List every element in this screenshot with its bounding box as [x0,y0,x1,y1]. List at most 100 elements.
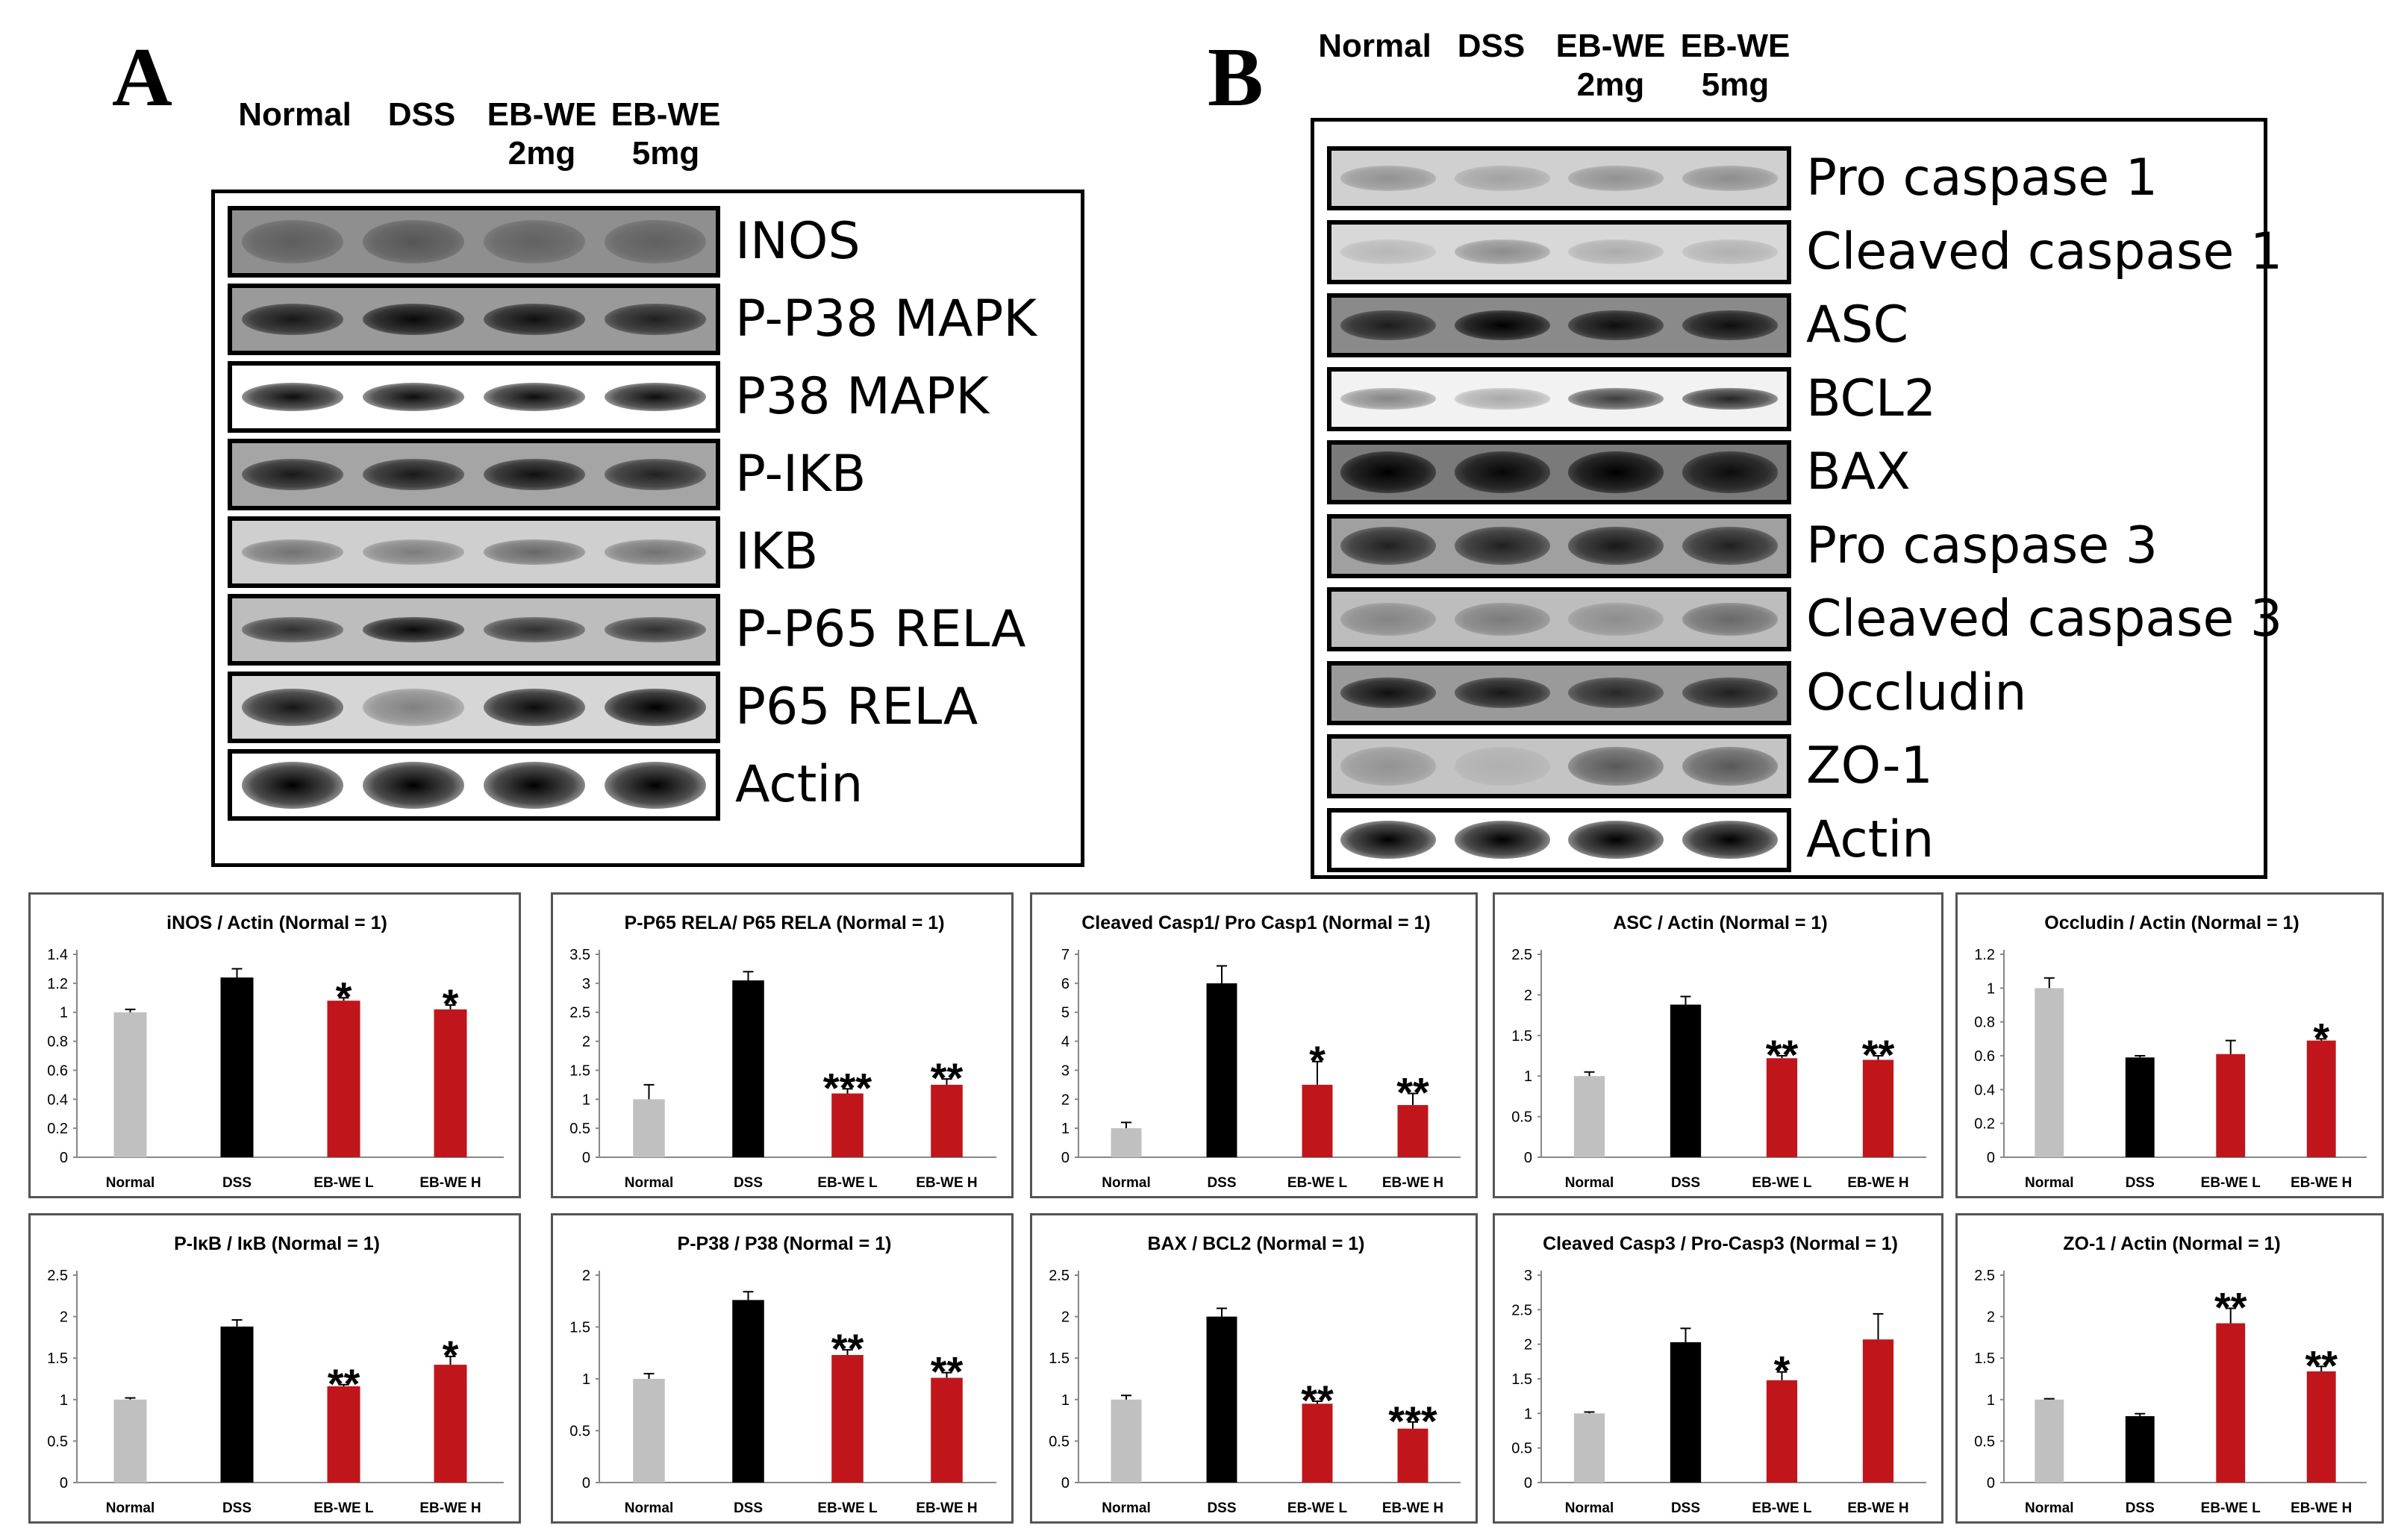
protein-band [241,688,344,727]
significance-marker: ** [2305,1342,2338,1389]
protein-band [483,688,586,727]
lane-label: Normal [1293,27,1457,66]
y-tick-label: 0.2 [1974,1116,1995,1133]
bar-chart-svg: P-P65 RELA/ P65 RELA (Normal = 1) 0 0.5 1 1.… [569,913,996,1191]
bar [1111,1399,1142,1483]
bar [1302,1084,1333,1157]
x-category-label: EB-WE L [313,1500,374,1516]
y-tick-label: 0.6 [1974,1048,1995,1065]
bar [2035,988,2064,1157]
y-tick-label: 1 [1524,1406,1532,1422]
bar [2306,1371,2336,1483]
protein-band [1454,820,1550,860]
protein-label: BAX [1806,442,1911,501]
blot-strip [1327,807,1791,872]
y-tick-label: 1 [1061,1121,1070,1137]
protein-band [483,761,586,809]
blot-strip [228,749,720,821]
y-tick-label: 0 [1987,1150,1995,1166]
y-tick-label: 0.4 [47,1092,68,1108]
x-category-label: EB-WE H [916,1500,977,1516]
lane-label-line1: DSS [387,96,456,133]
x-category-label: EB-WE L [1752,1175,1812,1191]
x-category-label: Normal [1565,1175,1614,1191]
bar [1573,1413,1605,1483]
protein-band [1340,820,1437,860]
x-category-label: DSS [1207,1500,1236,1516]
protein-band [241,761,344,809]
x-category-label: Normal [1102,1175,1150,1191]
panel-b-letter: B [1208,31,1264,124]
protein-band [362,459,465,490]
chart-title: P-P65 RELA/ P65 RELA (Normal = 1) [624,913,944,933]
protein-band [604,761,707,809]
blot-strip [1327,513,1791,578]
blot-strip [228,516,720,588]
significance-marker: *** [823,1064,872,1111]
bar-chart: Occludin / Actin (Normal = 1) 0 0.2 0.4 0.6 0… [1955,892,2384,1198]
x-category-label: DSS [1671,1175,1700,1191]
blot-strip [1327,587,1791,651]
bar [1573,1076,1605,1157]
lane-label-line2: 2mg [508,135,576,172]
y-tick-label: 0.5 [47,1433,68,1450]
x-category-label: EB-WE L [2201,1500,2261,1516]
x-category-label: Normal [1565,1500,1614,1516]
blot-strip [1327,734,1791,798]
bar [1766,1058,1798,1157]
protein-band [1454,239,1550,265]
significance-marker: * [443,980,459,1027]
protein-band [1568,677,1664,708]
x-category-label: EB-WE H [2291,1175,2352,1191]
y-tick-label: 0.5 [1511,1109,1532,1126]
protein-label: Actin [735,755,864,814]
significance-marker: ** [328,1360,360,1407]
x-category-label: EB-WE L [1287,1175,1348,1191]
y-tick-label: 3 [1524,1268,1532,1284]
y-tick-label: 2.5 [1511,1302,1532,1318]
protein-label: INOS [735,212,861,271]
y-tick-label: 1.5 [1511,1028,1532,1045]
protein-label: P65 RELA [735,677,978,736]
bar [633,1379,665,1483]
y-tick-label: 1.5 [47,1350,68,1367]
y-tick-label: 1 [582,1371,590,1388]
protein-band [1682,387,1778,410]
y-tick-label: 0.2 [47,1121,68,1137]
chart-title: ZO-1 / Actin (Normal = 1) [2063,1233,2280,1254]
significance-marker: * [443,1332,459,1379]
significance-marker: ** [1396,1069,1429,1116]
significance-marker: ** [1862,1031,1895,1078]
significance-marker: * [2313,1014,2329,1061]
bar-chart-svg: P-P38 / P38 (Normal = 1) 0 0.5 1 1.5 2 Normal D… [569,1233,996,1516]
x-category-label: EB-WE L [817,1500,878,1516]
y-tick-label: 0.5 [1049,1433,1070,1450]
y-tick-label: 1.5 [569,1320,590,1336]
x-category-label: Normal [2025,1500,2073,1516]
y-tick-label: 0.5 [1511,1441,1532,1457]
blot-strip [228,284,720,355]
y-tick-label: 0 [1524,1475,1532,1492]
protein-band [1340,747,1437,786]
protein-band [1454,166,1550,191]
bar [113,1399,147,1483]
y-tick-label: 1.5 [569,1062,590,1079]
protein-band [1454,677,1550,708]
protein-band [241,383,344,411]
x-category-label: EB-WE L [2201,1175,2261,1191]
y-tick-label: 1.5 [1511,1371,1532,1388]
lane-label-line1: EB-WE [487,96,597,133]
y-tick-label: 2 [1061,1092,1070,1108]
protein-label: P-P38 MAPK [735,289,1037,348]
x-category-label: DSS [734,1175,763,1191]
y-tick-label: 0 [582,1150,590,1166]
bar [931,1084,963,1157]
protein-band [241,459,344,490]
bar-chart-svg: BAX / BCL2 (Normal = 1) 0 0.5 1 1.5 2 2.5 Norma… [1049,1233,1461,1516]
y-tick-label: 0.5 [1974,1433,1995,1450]
bar [1206,1316,1237,1483]
lane-label-line2: 2mg [1576,66,1645,103]
x-category-label: EB-WE H [1847,1500,1908,1516]
x-category-label: EB-WE H [1382,1500,1443,1516]
x-category-label: EB-WE H [1847,1175,1908,1191]
